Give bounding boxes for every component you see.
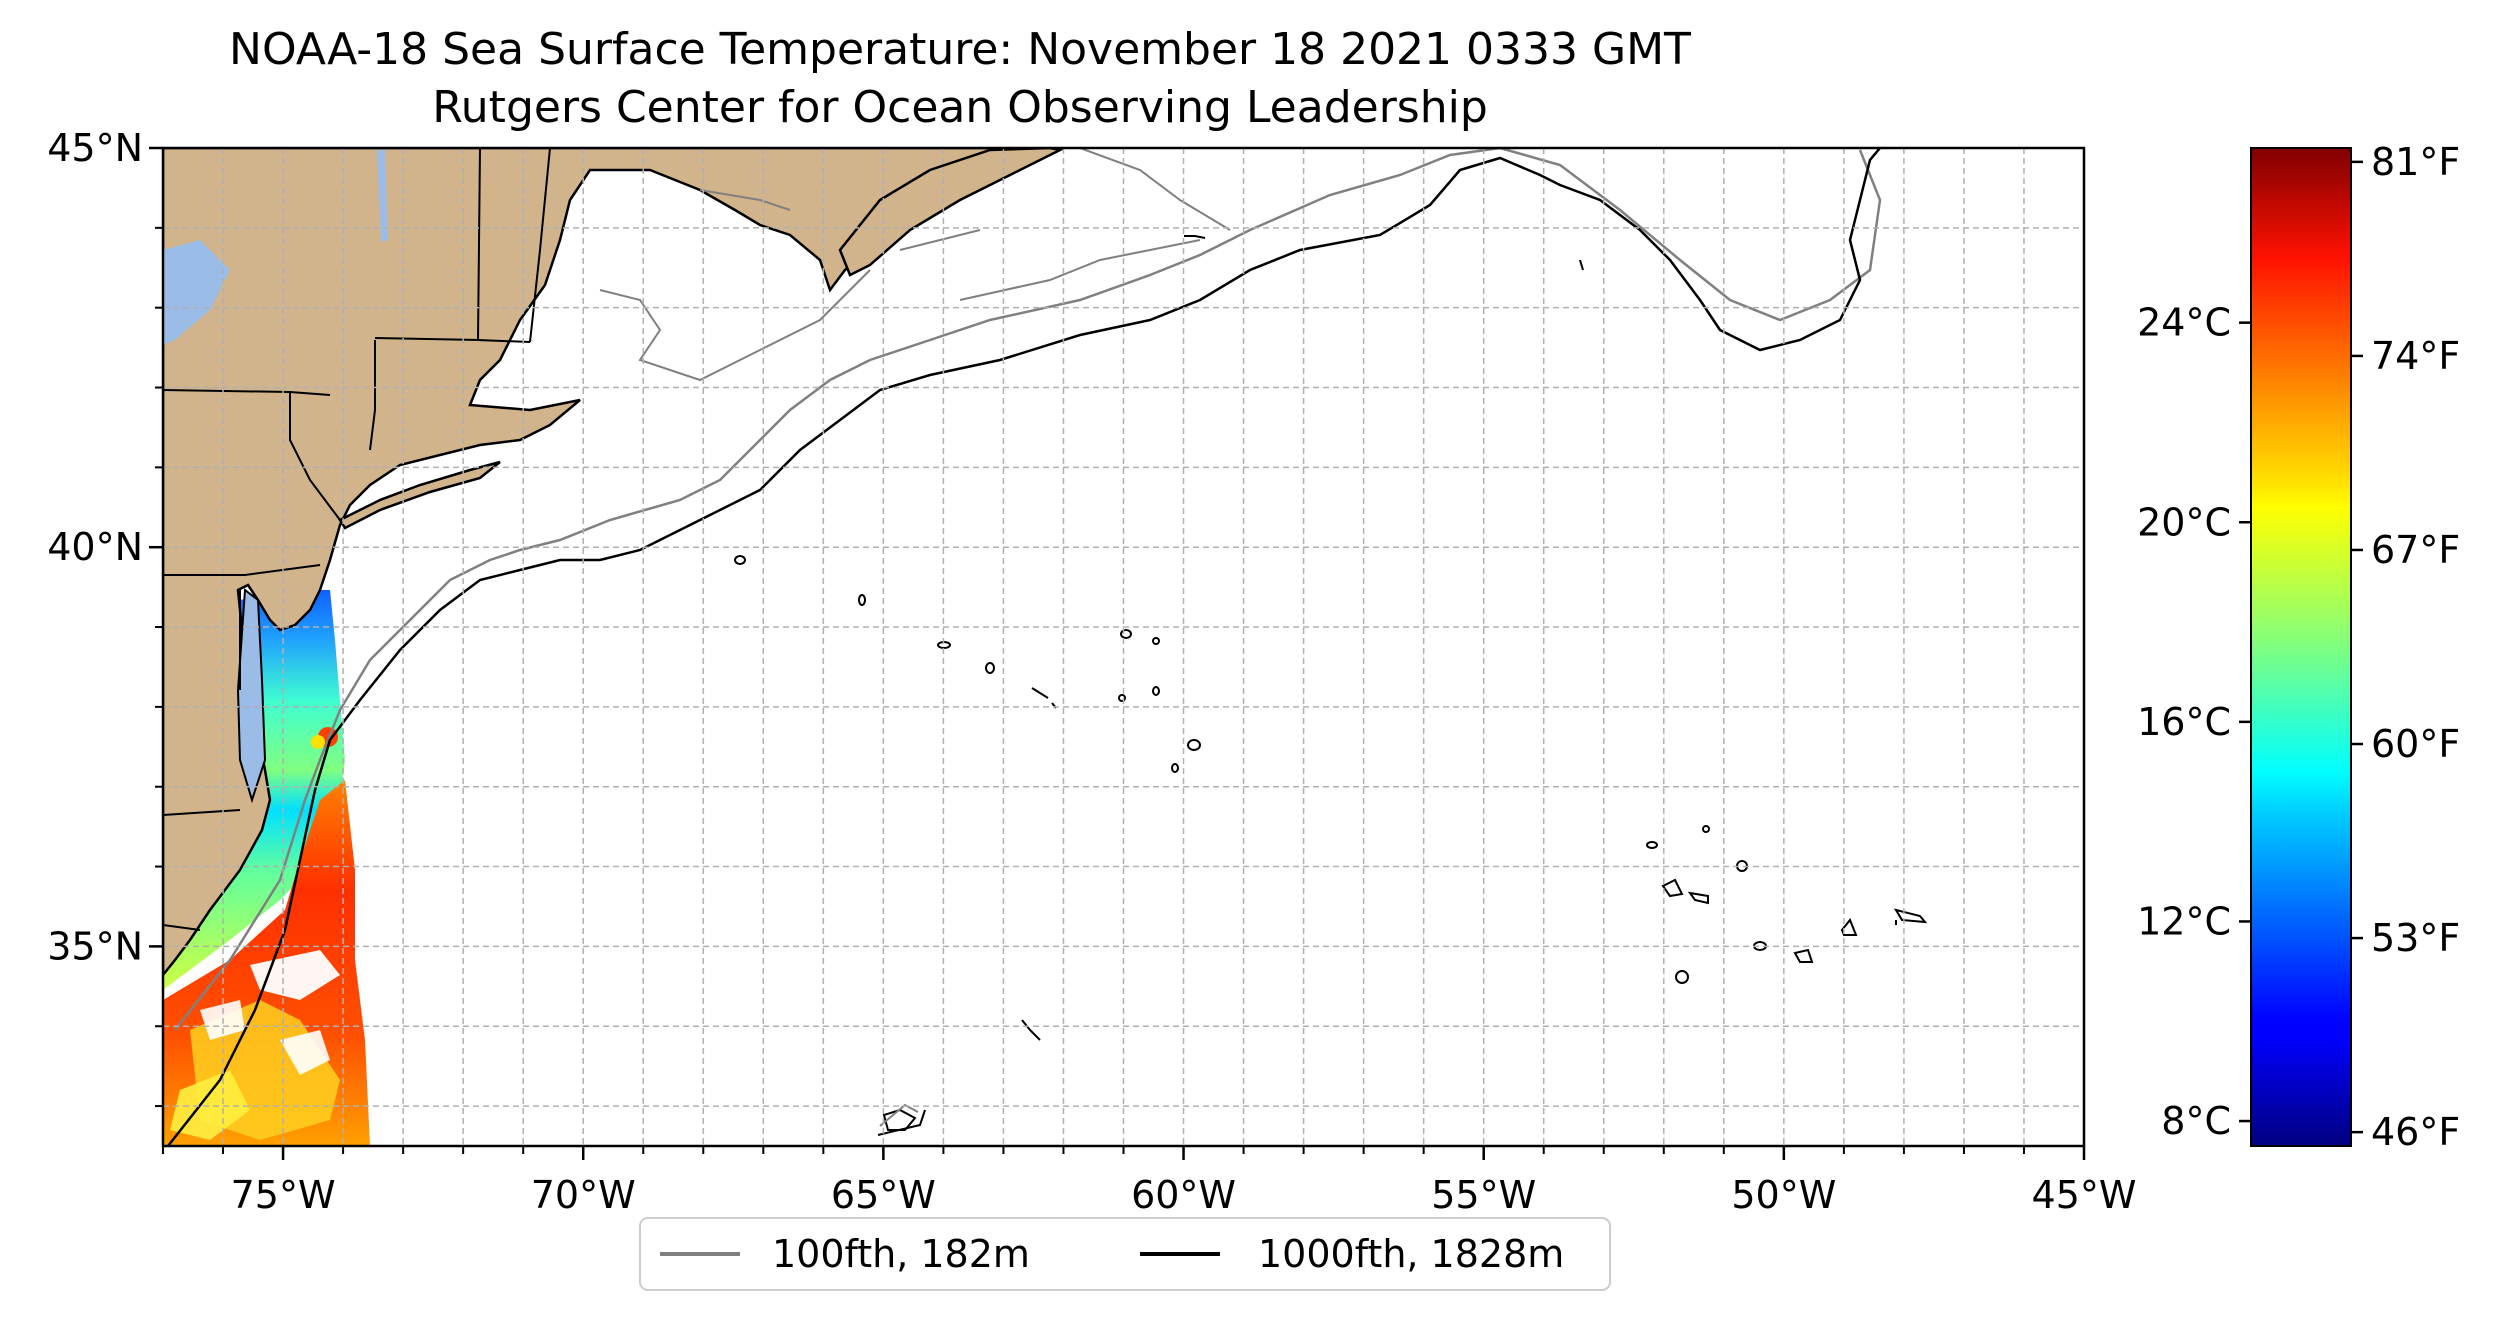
lon-tick-label: 70°W: [531, 1173, 636, 1217]
colorbar-celsius-label: 12°C: [2137, 899, 2231, 943]
lat-tick-label: 35°N: [47, 924, 143, 968]
great-lakes-water: [163, 240, 230, 345]
colorbar-celsius-label: 16°C: [2137, 700, 2231, 744]
colorbar-celsius-label: 8°C: [2161, 1099, 2231, 1143]
lon-tick-label: 60°W: [1131, 1173, 1236, 1217]
chart-subtitle: Rutgers Center for Ocean Observing Leade…: [432, 82, 1488, 133]
chart-title: NOAA-18 Sea Surface Temperature: Novembe…: [229, 24, 1691, 75]
colorbar-celsius-label: 20°C: [2137, 500, 2231, 544]
colorbar-fahrenheit-label: 53°F: [2371, 916, 2460, 960]
lake-champlain-water: [377, 150, 388, 242]
legend-label-100fth: 100fth, 182m: [772, 1232, 1030, 1276]
colorbar-fahrenheit-label: 46°F: [2371, 1110, 2460, 1154]
graticule: [163, 148, 2084, 1146]
isobath-100fth: [174, 148, 1882, 1031]
seamounts: [734, 235, 1928, 1136]
colorbar-fahrenheit-label: 74°F: [2371, 334, 2460, 378]
lon-tick-label: 55°W: [1431, 1173, 1536, 1217]
legend: 100fth, 182m 1000fth, 1828m: [639, 1217, 1611, 1291]
seamounts-grey: [879, 1103, 919, 1127]
colorbar-gradient: [2250, 147, 2352, 1147]
chesapeake-bay-water: [236, 588, 267, 804]
lon-tick-label: 50°W: [1731, 1173, 1836, 1217]
colorbar-fahrenheit-label: 81°F: [2371, 140, 2460, 184]
lon-tick-label: 65°W: [831, 1173, 936, 1217]
long-island: [338, 460, 501, 530]
lon-tick-label: 75°W: [231, 1173, 336, 1217]
colorbar: 24°C 20°C 16°C 12°C 8°C 81°F 74°F 67°F 60°F 53°F 4…: [2137, 140, 2460, 1154]
legend-label-1000fth: 1000fth, 1828m: [1258, 1232, 1564, 1276]
map-axes: 75°W 70°W 65°W 60°W 55°W 50°W 45°W 45°N 40°N 35°N: [47, 126, 2136, 1217]
legend-box: [639, 1217, 1611, 1291]
colorbar-fahrenheit-label: 67°F: [2371, 528, 2460, 572]
isobath-1000fth: [167, 148, 1881, 1146]
lat-tick-label: 40°N: [47, 525, 143, 569]
colorbar-celsius-label: 24°C: [2137, 301, 2231, 345]
state-boundaries: [163, 148, 551, 931]
lat-tick-label: 45°N: [47, 126, 143, 170]
colorbar-fahrenheit-label: 60°F: [2371, 722, 2460, 766]
lon-tick-label: 45°W: [2032, 1173, 2137, 1217]
colorbar-ticks: 24°C 20°C 16°C 12°C 8°C 81°F 74°F 67°F 60°F 53°F 4…: [2137, 140, 2460, 1154]
